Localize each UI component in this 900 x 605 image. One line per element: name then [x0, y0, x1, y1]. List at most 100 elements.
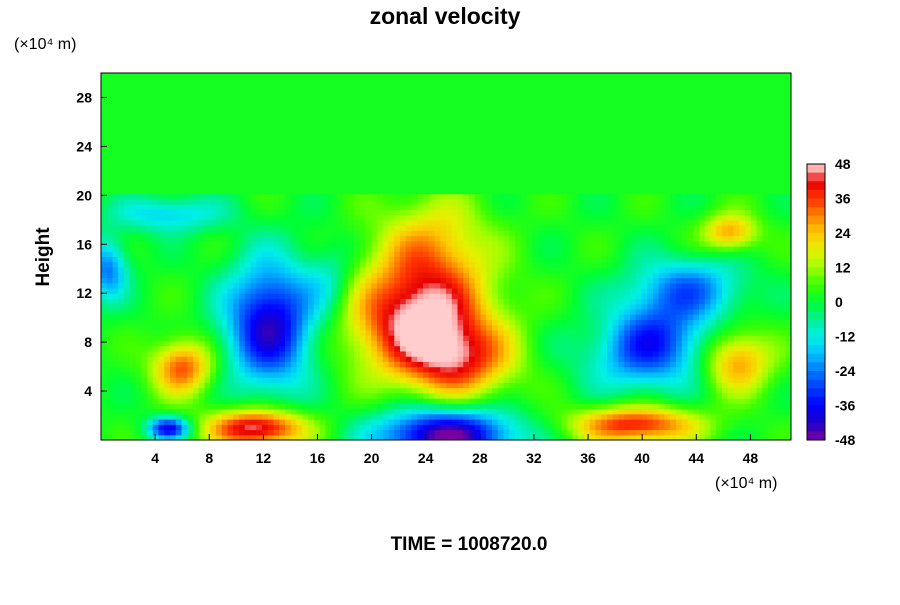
- heatmap-cell: [239, 266, 246, 273]
- heatmap-cell: [273, 114, 280, 121]
- heatmap-cell: [290, 125, 298, 132]
- heatmap-cell: [296, 293, 303, 300]
- heatmap-cell: [336, 413, 344, 420]
- heatmap-cell: [262, 141, 269, 147]
- heatmap-cell: [198, 104, 206, 111]
- heatmap-cell: [216, 198, 223, 205]
- heatmap-cell: [170, 361, 177, 368]
- heatmap-cell: [486, 261, 493, 268]
- heatmap-cell: [325, 403, 332, 410]
- heatmap-cell: [469, 434, 476, 440]
- heatmap-cell: [336, 335, 344, 341]
- heatmap-cell: [221, 303, 229, 310]
- heatmap-cell: [440, 266, 447, 273]
- heatmap-cell: [394, 162, 401, 168]
- heatmap-cell: [273, 413, 280, 420]
- heatmap-cell: [336, 235, 344, 242]
- heatmap-cell: [129, 219, 137, 226]
- heatmap-cell: [112, 350, 119, 357]
- heatmap-cell: [147, 156, 154, 163]
- heatmap-cell: [354, 287, 361, 294]
- heatmap-cell: [158, 382, 165, 389]
- heatmap-cell: [325, 308, 332, 315]
- heatmap-cell: [290, 120, 298, 127]
- heatmap-cell: [428, 314, 436, 321]
- heatmap-cell: [365, 204, 372, 210]
- heatmap-cell: [480, 120, 487, 127]
- heatmap-cell: [382, 214, 390, 221]
- heatmap-cell: [181, 272, 188, 279]
- heatmap-cell: [446, 114, 453, 121]
- heatmap-cell: [336, 162, 344, 168]
- heatmap-cell: [342, 125, 349, 132]
- heatmap-cell: [497, 251, 505, 258]
- heatmap-cell: [457, 419, 464, 425]
- heatmap-cell: [440, 198, 447, 205]
- heatmap-cell: [181, 162, 188, 168]
- heatmap-cell: [382, 188, 390, 195]
- heatmap-cell: [331, 287, 338, 294]
- heatmap-cell: [308, 93, 315, 100]
- heatmap-cell: [267, 424, 275, 431]
- heatmap-cell: [279, 382, 286, 389]
- heatmap-cell: [503, 256, 510, 263]
- heatmap-cell: [469, 198, 476, 205]
- heatmap-cell: [394, 93, 401, 100]
- heatmap-cell: [342, 408, 349, 415]
- heatmap-cell: [474, 387, 482, 394]
- heatmap-cell: [279, 93, 286, 100]
- heatmap-cell: [377, 225, 384, 231]
- heatmap-cell: [101, 266, 108, 273]
- heatmap-cell: [181, 293, 188, 300]
- heatmap-cell: [331, 156, 338, 163]
- heatmap-cell: [147, 225, 154, 231]
- heatmap-cell: [377, 266, 384, 273]
- heatmap-cell: [405, 314, 413, 321]
- heatmap-cell: [313, 167, 321, 174]
- heatmap-cell: [446, 162, 453, 168]
- heatmap-cell: [221, 340, 229, 347]
- heatmap-cell: [279, 366, 286, 373]
- heatmap-cell: [152, 230, 160, 237]
- heatmap-cell: [469, 308, 476, 315]
- heatmap-cell: [106, 130, 114, 137]
- heatmap-cell: [216, 125, 223, 132]
- heatmap-cell: [480, 272, 487, 279]
- heatmap-cell: [101, 146, 108, 153]
- heatmap-cell: [434, 235, 441, 242]
- heatmap-cell: [319, 314, 326, 321]
- heatmap-cell: [135, 225, 142, 231]
- heatmap-cell: [382, 403, 390, 410]
- heatmap-cell: [365, 282, 372, 289]
- heatmap-cell: [457, 287, 464, 294]
- heatmap-cell: [256, 93, 263, 100]
- heatmap-cell: [411, 235, 418, 242]
- heatmap-cell: [446, 303, 453, 310]
- heatmap-cell: [285, 204, 292, 210]
- heatmap-cell: [135, 246, 142, 252]
- heatmap-cell: [250, 324, 257, 331]
- heatmap-cell: [308, 214, 315, 221]
- heatmap-cell: [262, 340, 269, 347]
- heatmap-cell: [359, 398, 367, 404]
- heatmap-cell: [348, 114, 355, 121]
- heatmap-cell: [158, 109, 165, 116]
- heatmap-cell: [244, 429, 252, 436]
- heatmap-cell: [124, 340, 131, 347]
- heatmap-cell: [210, 73, 217, 79]
- heatmap-cell: [446, 345, 453, 352]
- heatmap-cell: [129, 156, 137, 163]
- heatmap-cell: [112, 225, 119, 231]
- heatmap-cell: [233, 434, 240, 440]
- heatmap-cell: [296, 345, 303, 352]
- heatmap-cell: [474, 377, 482, 383]
- heatmap-cell: [365, 387, 372, 394]
- heatmap-cell: [388, 293, 395, 300]
- heatmap-cell: [210, 146, 217, 153]
- heatmap-cell: [256, 109, 263, 116]
- heatmap-cell: [319, 361, 326, 368]
- heatmap-cell: [198, 177, 206, 184]
- heatmap-cell: [164, 298, 171, 305]
- heatmap-cell: [377, 73, 384, 79]
- heatmap-cell: [440, 235, 447, 242]
